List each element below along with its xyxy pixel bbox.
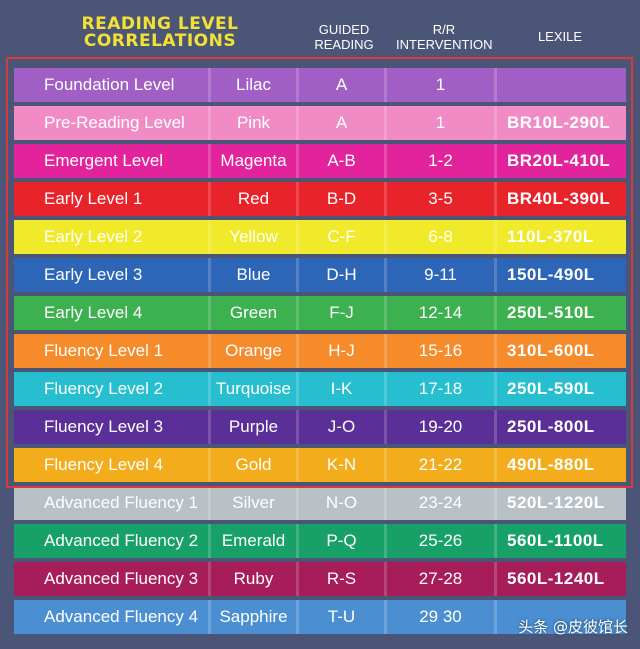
table-row: Advanced Fluency 3 Ruby R-S 27-28 560L-1240L: [14, 562, 626, 596]
lexile-cell: 250L-800L: [507, 417, 595, 436]
title-line-1: READING LEVEL: [81, 14, 239, 34]
color-cell: Turquoise: [211, 372, 299, 406]
table-row: Advanced Fluency 1 Silver N-O 23-24 520L-122…: [14, 486, 626, 520]
guided-reading-cell: D-H: [299, 258, 387, 292]
guided-reading-cell: R-S: [299, 562, 387, 596]
rr-intervention-cell: 6-8: [387, 220, 497, 254]
col-header-guided: GUIDED READING: [314, 22, 374, 52]
lexile-cell: 150L-490L: [507, 265, 595, 284]
rr-intervention-cell: 25-26: [387, 524, 497, 558]
lexile-cell: [497, 68, 626, 102]
table-row: Advanced Fluency 4 Sapphire T-U 29 30: [14, 600, 626, 634]
color-cell: Sapphire: [211, 600, 299, 634]
rr-intervention-cell: 1: [387, 106, 497, 140]
lexile-cell: 490L-880L: [507, 455, 595, 474]
lexile-cell: BR20L-410L: [507, 151, 611, 170]
rr-intervention-cell: 3-5: [387, 182, 497, 216]
table-row: Early Level 4 Green F-J 12-14 250L-510L: [14, 296, 626, 330]
rr-intervention-cell: 19-20: [387, 410, 497, 444]
level-cell: Advanced Fluency 1: [14, 486, 211, 520]
correlation-table: Foundation Level Lilac A 1 Pre-Reading Level…: [14, 68, 626, 638]
rr-intervention-cell: 29 30: [387, 600, 497, 634]
color-cell: Yellow: [211, 220, 299, 254]
guided-reading-cell: C-F: [299, 220, 387, 254]
guided-reading-cell: P-Q: [299, 524, 387, 558]
color-cell: Green: [211, 296, 299, 330]
lexile-cell: 560L-1100L: [507, 531, 604, 550]
color-cell: Purple: [211, 410, 299, 444]
guided-reading-cell: F-J: [299, 296, 387, 330]
col-header-lexile: LEXILE: [537, 29, 583, 44]
table-row: Fluency Level 4 Gold K-N 21-22 490L-880L: [14, 448, 626, 482]
table-row: Early Level 1 Red B-D 3-5 BR40L-390L: [14, 182, 626, 216]
watermark: 头条 @皮彼馆长: [518, 618, 628, 636]
table-row: Fluency Level 3 Purple J-O 19-20 250L-800L: [14, 410, 626, 444]
title-line-2: CORRELATIONS: [83, 31, 237, 51]
rr-intervention-cell: 1-2: [387, 144, 497, 178]
guided-reading-cell: H-J: [299, 334, 387, 368]
color-cell: Ruby: [211, 562, 299, 596]
table-row: Early Level 2 Yellow C-F 6-8 110L-370L: [14, 220, 626, 254]
guided-reading-cell: B-D: [299, 182, 387, 216]
lexile-cell: 520L-1220L: [507, 493, 605, 512]
guided-reading-cell: A-B: [299, 144, 387, 178]
lexile-cell: 310L-600L: [507, 341, 595, 360]
guided-reading-cell: T-U: [299, 600, 387, 634]
lexile-cell: 560L-1240L: [507, 569, 605, 588]
color-cell: Blue: [211, 258, 299, 292]
level-cell: Fluency Level 1: [14, 334, 211, 368]
table-row: Early Level 3 Blue D-H 9-11 150L-490L: [14, 258, 626, 292]
table-row: Foundation Level Lilac A 1: [14, 68, 626, 102]
col-header-rr: R/R INTERVENTION: [396, 22, 493, 52]
rr-intervention-cell: 15-16: [387, 334, 497, 368]
level-cell: Early Level 2: [14, 220, 211, 254]
guided-reading-cell: J-O: [299, 410, 387, 444]
level-cell: Fluency Level 3: [14, 410, 211, 444]
table-row: Advanced Fluency 2 Emerald P-Q 25-26 560L-11…: [14, 524, 626, 558]
table-row: Fluency Level 2 Turquoise I-K 17-18 250L-590…: [14, 372, 626, 406]
table-row: Pre-Reading Level Pink A 1 BR10L-290L: [14, 106, 626, 140]
lexile-cell: 250L-510L: [507, 303, 595, 322]
level-cell: Early Level 1: [14, 182, 211, 216]
color-cell: Lilac: [211, 68, 299, 102]
table-row: Emergent Level Magenta A-B 1-2 BR20L-410L: [14, 144, 626, 178]
level-cell: Early Level 3: [14, 258, 211, 292]
color-cell: Orange: [211, 334, 299, 368]
color-cell: Magenta: [211, 144, 299, 178]
level-cell: Emergent Level: [14, 144, 211, 178]
guided-reading-cell: N-O: [299, 486, 387, 520]
level-cell: Early Level 4: [14, 296, 211, 330]
color-cell: Gold: [211, 448, 299, 482]
guided-reading-cell: I-K: [299, 372, 387, 406]
level-cell: Advanced Fluency 4: [14, 600, 211, 634]
guided-reading-cell: A: [299, 106, 387, 140]
rr-intervention-cell: 9-11: [387, 258, 497, 292]
level-cell: Pre-Reading Level: [14, 106, 211, 140]
level-cell: Advanced Fluency 3: [14, 562, 211, 596]
lexile-cell: BR40L-390L: [507, 189, 611, 208]
page-title: READING LEVEL CORRELATIONS: [60, 16, 260, 50]
guided-reading-cell: K-N: [299, 448, 387, 482]
color-cell: Silver: [211, 486, 299, 520]
header: READING LEVEL CORRELATIONS GUIDED READIN…: [0, 0, 640, 56]
lexile-cell: 250L-590L: [507, 379, 595, 398]
rr-intervention-cell: 1: [387, 68, 497, 102]
color-cell: Emerald: [211, 524, 299, 558]
table-row: Fluency Level 1 Orange H-J 15-16 310L-600L: [14, 334, 626, 368]
level-cell: Fluency Level 2: [14, 372, 211, 406]
rr-intervention-cell: 21-22: [387, 448, 497, 482]
level-cell: Foundation Level: [14, 68, 211, 102]
rr-intervention-cell: 12-14: [387, 296, 497, 330]
lexile-cell: BR10L-290L: [507, 113, 611, 132]
level-cell: Fluency Level 4: [14, 448, 211, 482]
rr-intervention-cell: 23-24: [387, 486, 497, 520]
color-cell: Pink: [211, 106, 299, 140]
level-cell: Advanced Fluency 2: [14, 524, 211, 558]
rr-intervention-cell: 27-28: [387, 562, 497, 596]
color-cell: Red: [211, 182, 299, 216]
lexile-cell: 110L-370L: [507, 227, 594, 246]
rr-intervention-cell: 17-18: [387, 372, 497, 406]
guided-reading-cell: A: [299, 68, 387, 102]
